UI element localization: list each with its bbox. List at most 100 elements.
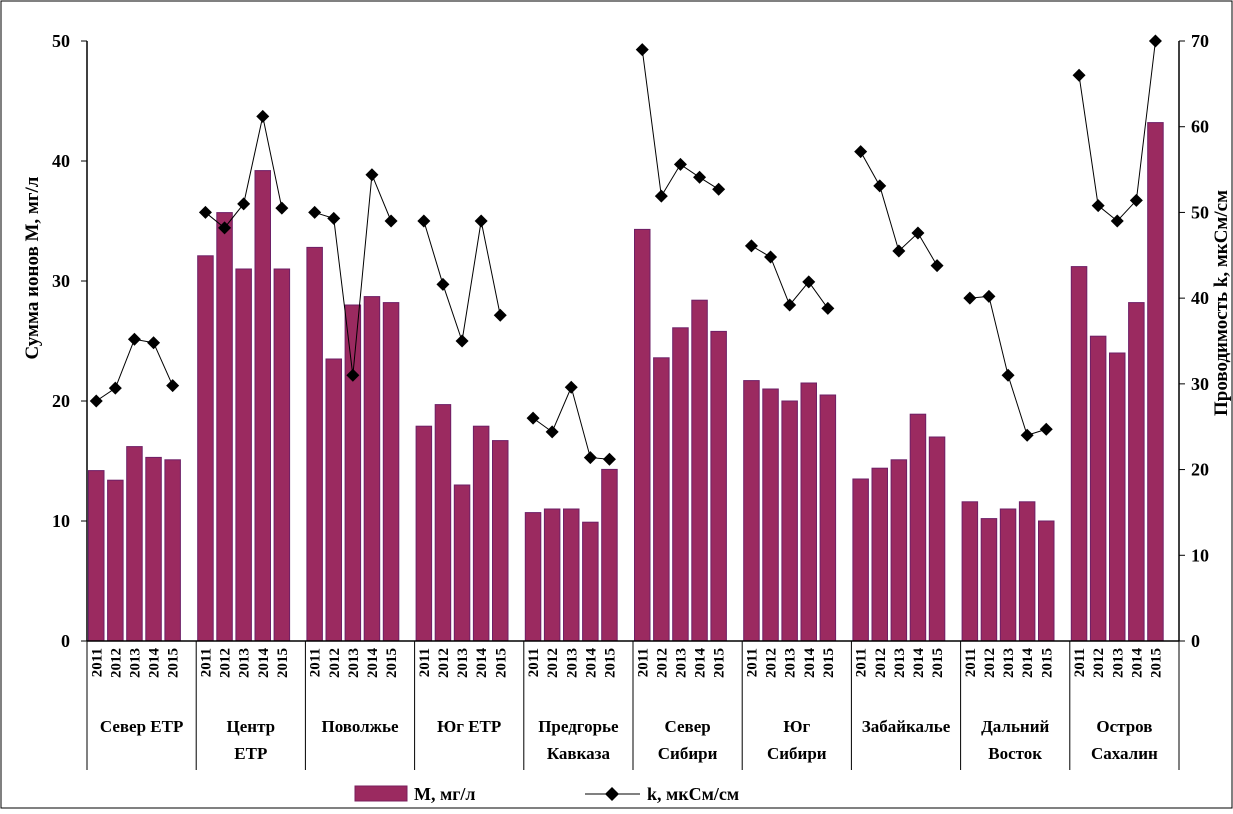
category-label: Восток [988,744,1042,763]
bar [197,255,214,642]
year-tick-label: 2013 [346,648,362,678]
line-point-diamond [783,298,797,312]
bar [980,518,998,642]
bar [235,268,252,642]
category-label: Забайкалье [862,717,951,736]
right-tick-label: 20 [1191,460,1209,480]
bar [672,327,689,642]
year-tick-label: 2011 [963,648,979,677]
line-point-diamond [1110,214,1124,228]
legend-label-line: k, мкСм/см [647,784,739,804]
line-point-diamond [256,109,270,123]
line-point-diamond [564,380,578,394]
year-tick-label: 2012 [982,648,998,678]
year-tick-label: 2013 [237,648,253,678]
right-tick-label: 70 [1191,31,1209,51]
line-point-diamond [635,43,649,57]
line-point-diamond [654,189,668,203]
legend-marker-diamond [605,787,619,801]
year-tick-label: 2014 [583,648,599,679]
year-tick-label: 2012 [1091,648,1107,678]
line-point-diamond [854,145,868,159]
year-tick-label: 2015 [275,648,291,678]
line-point-diamond [275,201,289,215]
year-tick-label: 2012 [654,648,670,678]
year-tick-label: 2013 [673,648,689,678]
line-point-diamond [963,291,977,305]
bar [543,508,561,642]
line-point-diamond [455,334,469,348]
right-tick-label: 0 [1191,631,1200,651]
line-point-diamond [821,301,835,315]
line-point-diamond [764,250,778,264]
year-tick-label: 2013 [564,648,580,678]
year-tick-label: 2011 [89,648,105,677]
line-point-diamond [712,182,726,196]
line-point-diamond [911,226,925,240]
bar [306,246,323,642]
bar [216,212,233,642]
line-point-diamond [417,214,431,228]
axes: 0 10 20 30 40 50 0 10 20 30 40 50 60 70 [52,31,1209,770]
right-axis-title: Проводимость k, мкСм/см [1211,190,1232,416]
bar [800,382,817,642]
bar [999,508,1017,642]
bar [524,512,542,642]
line-point-diamond [526,411,540,425]
bar [1038,520,1055,642]
line-point-diamond [982,289,996,303]
right-tick-label: 60 [1191,117,1209,137]
bar [852,478,869,642]
line-point-diamond [365,168,379,182]
year-tick-label: 2015 [1039,648,1055,678]
line-point-diamond [89,394,103,408]
line-point-diamond [1020,428,1034,442]
right-tick-label: 10 [1191,545,1209,565]
year-tick-label: 2013 [783,648,799,678]
year-tick-label: 2013 [892,648,908,678]
year-tick-label: 2015 [166,648,182,678]
category-label: Дальний [981,717,1049,736]
bar [107,479,124,642]
year-tick-label: 2012 [436,648,452,678]
right-tick-label: 50 [1191,202,1209,222]
year-tick-label: 2011 [1072,648,1088,677]
bar [126,446,143,642]
year-tick-label: 2014 [1020,648,1036,679]
year-tick-label: 2012 [873,648,889,678]
line-series [89,34,1162,466]
category-label: Юг [783,717,810,736]
line-point-diamond [198,205,212,219]
line-point-diamond [673,157,687,171]
line-point-diamond [873,179,887,193]
bar [1128,302,1145,642]
bar [434,404,452,642]
line-point-diamond [436,277,450,291]
bar [1070,266,1088,642]
year-tick-label: 2012 [218,648,234,678]
category-label: Поволжье [321,717,398,736]
year-tick-label: 2011 [854,648,870,677]
left-tick-label: 0 [61,631,70,651]
category-label: Сибири [658,744,718,763]
year-tick-label: 2014 [1129,648,1145,679]
line-point-diamond [1129,193,1143,207]
year-tick-label: 2013 [455,648,471,678]
left-axis-title: Сумма ионов М, мг/л [22,176,43,359]
category-label: Остров [1096,717,1152,736]
year-tick-label: 2013 [1110,648,1126,678]
line-point-diamond [166,379,180,393]
line-point-diamond [583,451,597,465]
year-tick-label: 2012 [108,648,124,678]
bar [634,228,651,642]
category-label: Сахалин [1091,744,1158,763]
bar [582,521,599,642]
bar [145,456,162,642]
year-tick-label: 2015 [821,648,837,678]
right-tick-label: 40 [1191,288,1209,308]
bar [1147,122,1164,642]
bar [961,501,979,642]
category-label: Юг ЕТР [437,717,501,736]
